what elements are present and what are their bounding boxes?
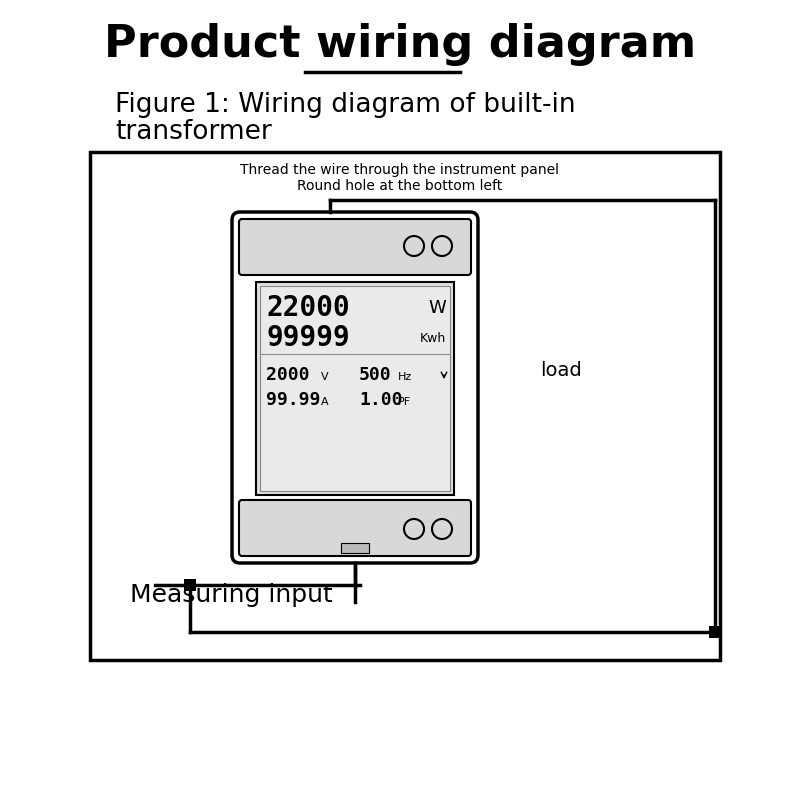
Text: A: A <box>321 397 329 407</box>
Text: 2000: 2000 <box>266 366 310 384</box>
Text: 1.00: 1.00 <box>359 391 402 409</box>
Bar <box>184 579 196 591</box>
Bar <box>260 286 450 491</box>
FancyBboxPatch shape <box>232 212 478 563</box>
Bar <box>90 152 720 660</box>
FancyBboxPatch shape <box>239 219 471 275</box>
Text: PF: PF <box>398 397 411 407</box>
Bar <box>709 626 721 638</box>
Text: Round hole at the bottom left: Round hole at the bottom left <box>298 179 502 193</box>
FancyBboxPatch shape <box>239 500 471 556</box>
Text: Thread the wire through the instrument panel: Thread the wire through the instrument p… <box>241 163 559 177</box>
Bar <box>341 543 369 553</box>
Text: Measuring input: Measuring input <box>130 583 333 607</box>
Text: Product wiring diagram: Product wiring diagram <box>104 23 696 66</box>
Text: load: load <box>540 361 582 379</box>
Bar <box>256 282 454 495</box>
Text: 99999: 99999 <box>266 324 350 352</box>
Text: transformer: transformer <box>115 119 272 145</box>
Text: W: W <box>428 299 446 317</box>
Text: 99.99: 99.99 <box>266 391 320 409</box>
Text: Figure 1: Wiring diagram of built-in: Figure 1: Wiring diagram of built-in <box>115 92 576 118</box>
Text: 500: 500 <box>359 366 392 384</box>
Text: Kwh: Kwh <box>420 331 446 345</box>
Text: V: V <box>321 372 329 382</box>
Text: 22000: 22000 <box>266 294 350 322</box>
Text: Hz: Hz <box>398 372 412 382</box>
